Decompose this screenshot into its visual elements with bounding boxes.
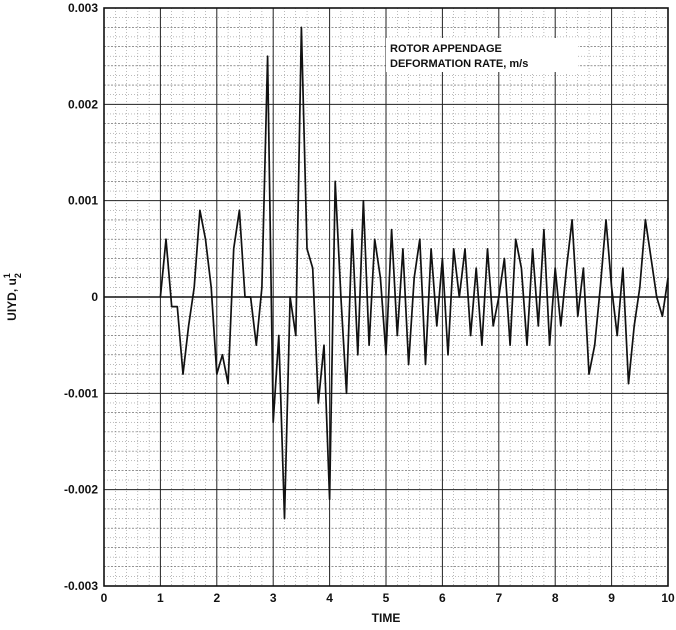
y-tick-label: 0.003 bbox=[68, 1, 98, 15]
x-tick-labels: 0 1 2 3 4 5 6 7 8 9 10 bbox=[101, 591, 675, 605]
x-tick-label: 7 bbox=[495, 591, 502, 605]
y-tick-label: 0 bbox=[91, 290, 98, 304]
x-tick-label: 3 bbox=[270, 591, 277, 605]
series-line bbox=[159, 26, 669, 520]
annotation-line-2: DEFORMATION RATE, m/s bbox=[390, 58, 528, 70]
series-group bbox=[159, 26, 669, 520]
x-tick-label: 9 bbox=[608, 591, 615, 605]
y-axis-title: UIYD, u12 bbox=[2, 273, 23, 321]
svg-text:UIYD, u12: UIYD, u12 bbox=[2, 273, 23, 321]
y-axis-title-subscript: 2 bbox=[13, 273, 23, 278]
x-tick-label: 5 bbox=[383, 591, 390, 605]
x-tick-label: 4 bbox=[326, 591, 333, 605]
annotation-background bbox=[386, 38, 578, 72]
y-axis-title-main: UIYD, u bbox=[5, 278, 19, 321]
y-tick-label: -0.003 bbox=[64, 579, 98, 593]
plot-frame bbox=[103, 7, 669, 587]
y-tick-label: 0.002 bbox=[68, 97, 98, 111]
x-tick-label: 6 bbox=[439, 591, 446, 605]
y-tick-label: -0.001 bbox=[64, 386, 98, 400]
annotation-line-1: ROTOR APPENDAGE bbox=[390, 43, 502, 55]
y-tick-labels: 0.003 0.002 0.001 0 -0.001 -0.002 -0.003 bbox=[64, 1, 98, 593]
x-axis-title: TIME bbox=[372, 611, 401, 625]
x-tick-label: 2 bbox=[213, 591, 220, 605]
x-tick-label: 10 bbox=[661, 591, 675, 605]
x-tick-label: 1 bbox=[157, 591, 164, 605]
y-tick-label: 0.001 bbox=[68, 194, 98, 208]
x-tick-label: 0 bbox=[101, 591, 108, 605]
y-axis-title-superscript: 1 bbox=[2, 273, 12, 278]
y-tick-label: -0.002 bbox=[64, 483, 98, 497]
x-tick-label: 8 bbox=[552, 591, 559, 605]
